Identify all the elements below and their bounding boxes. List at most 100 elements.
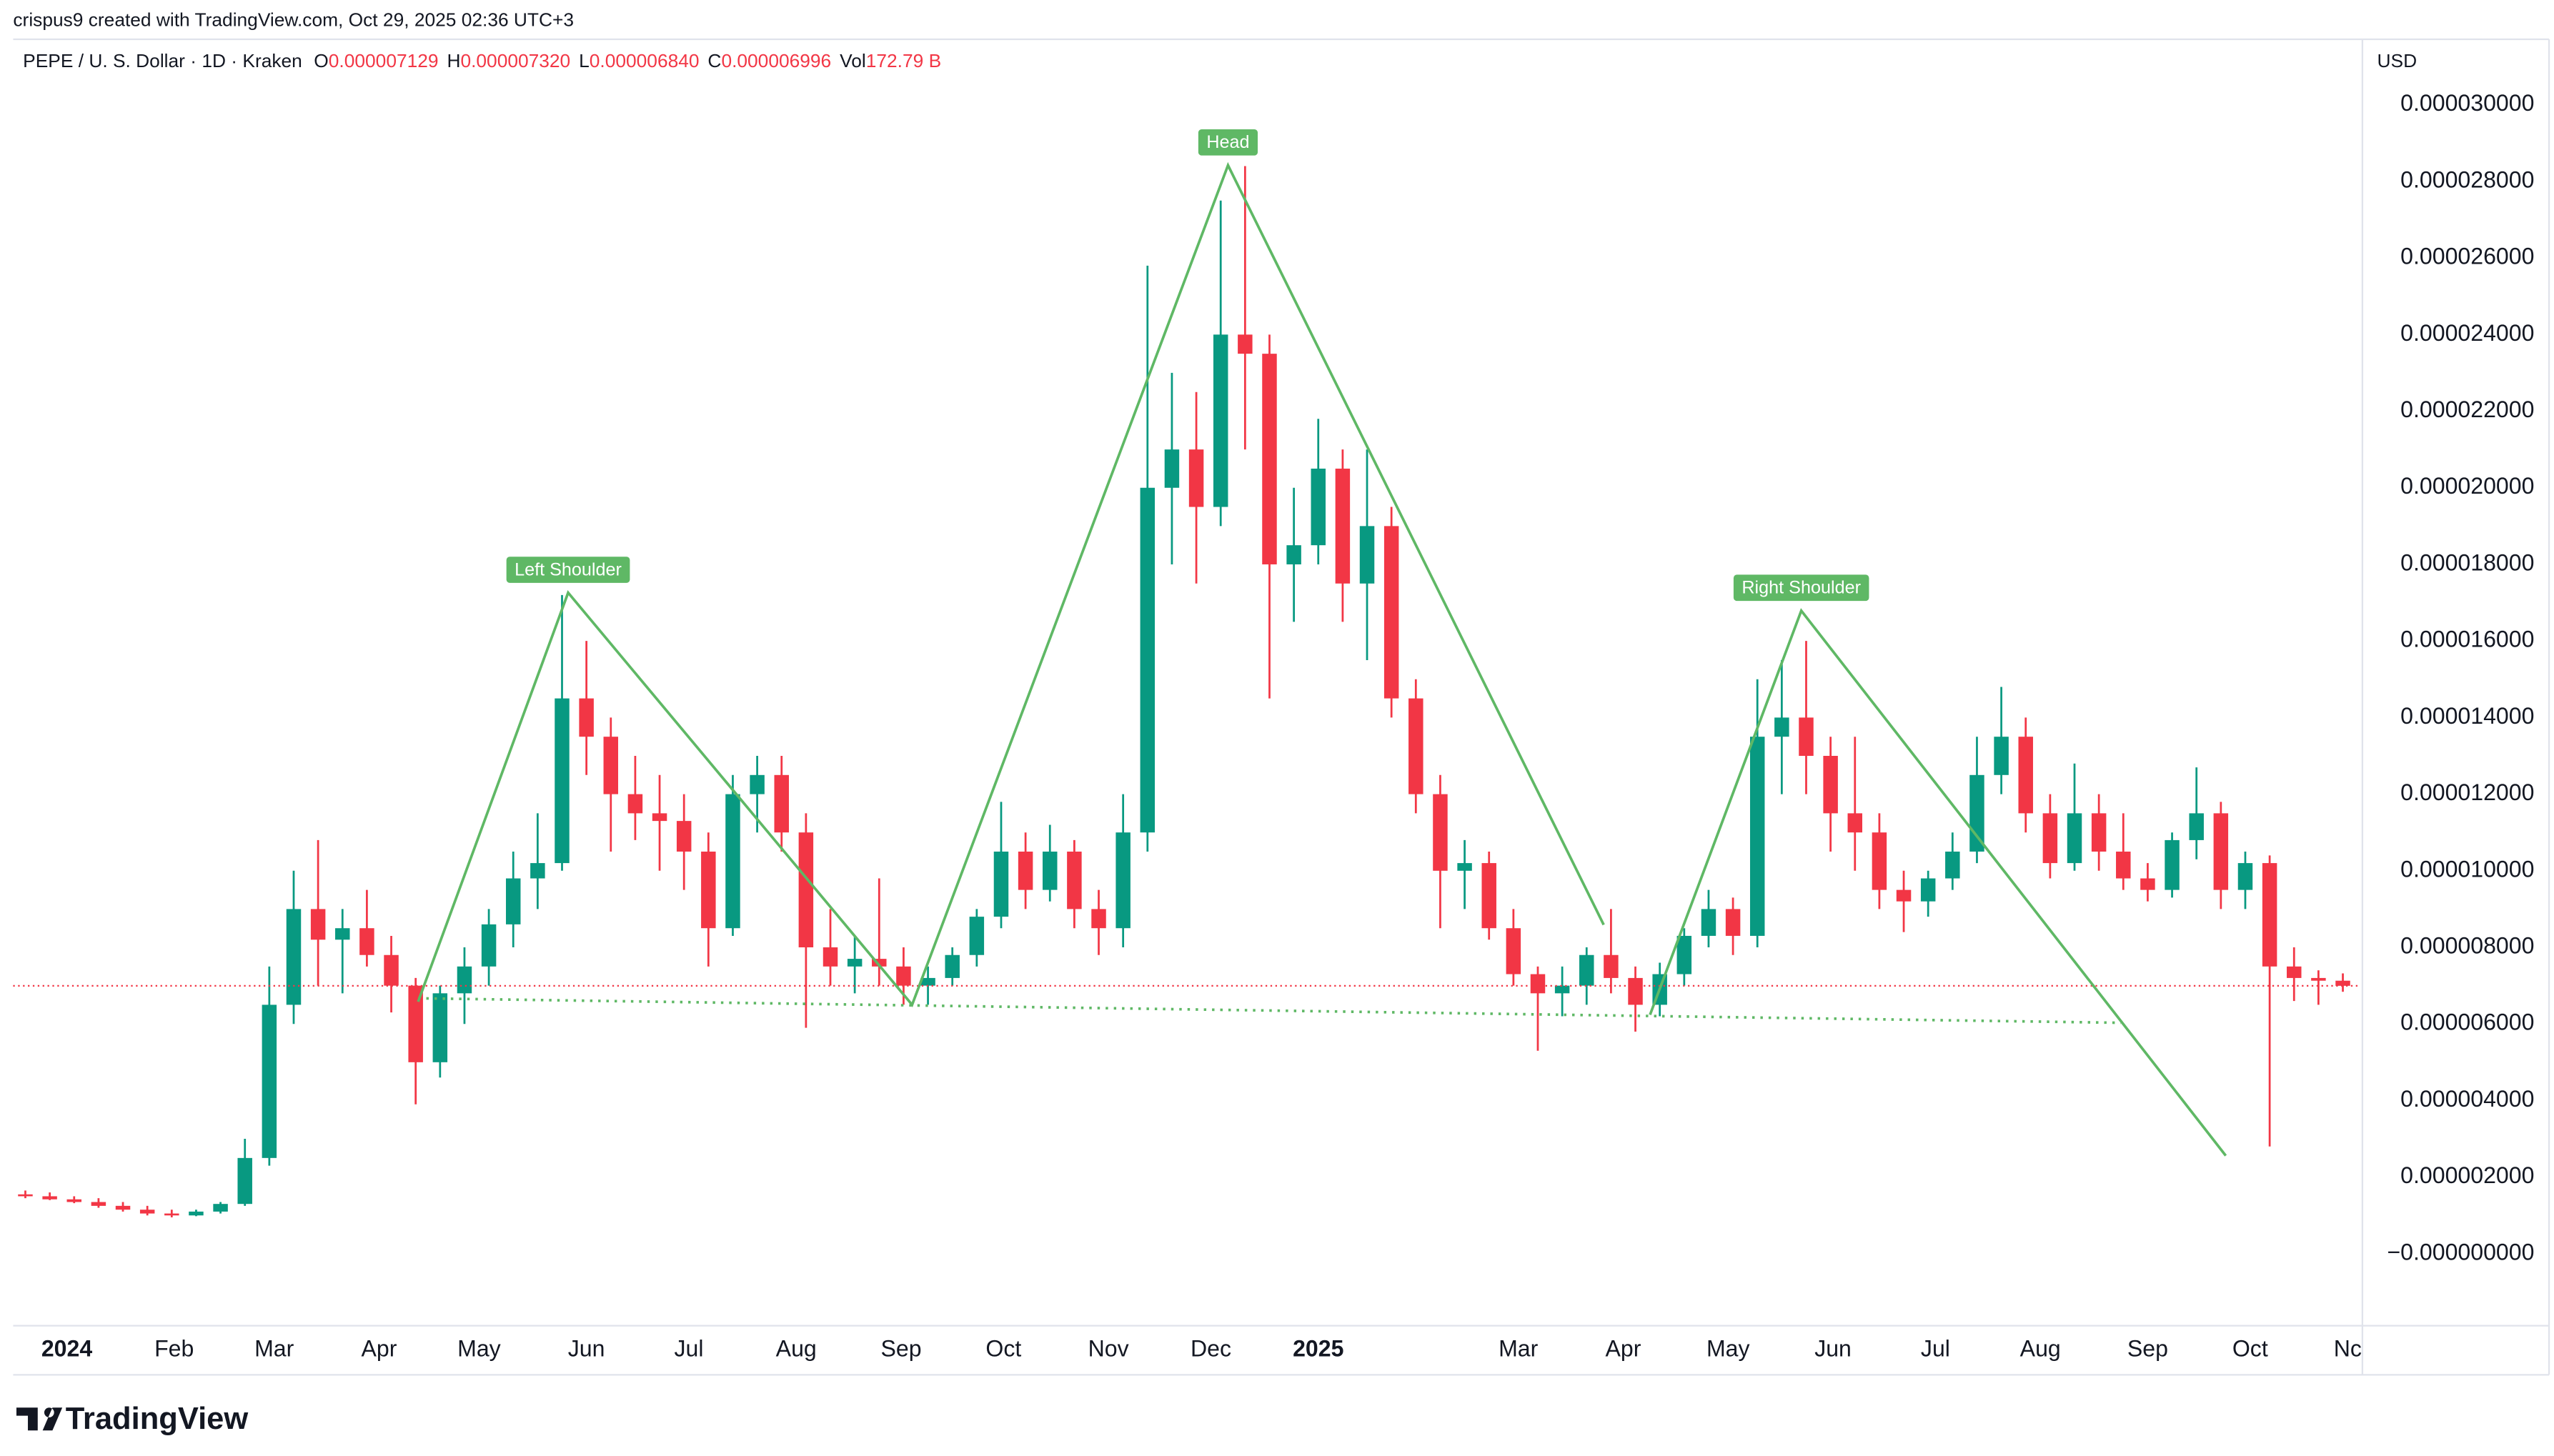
candle-body bbox=[1604, 954, 1619, 978]
x-tick-label: Apr bbox=[362, 1335, 397, 1361]
candle-body bbox=[2335, 980, 2350, 986]
high-value: 0.000007320 bbox=[460, 50, 570, 71]
candle-body bbox=[2237, 863, 2253, 890]
candle-body bbox=[2091, 813, 2107, 852]
candle-body bbox=[725, 794, 740, 929]
candle-body bbox=[1335, 468, 1351, 584]
candle-body bbox=[1872, 832, 1887, 890]
candle-body bbox=[652, 813, 667, 822]
pattern-label-text: Right Shoulder bbox=[1741, 578, 1861, 598]
candle-body bbox=[2311, 977, 2326, 981]
candle-body bbox=[896, 966, 911, 986]
y-tick-label: 0.000012000 bbox=[2400, 779, 2534, 805]
pattern-label-box bbox=[1733, 574, 1869, 602]
candle-body bbox=[1530, 974, 1546, 994]
candle-body bbox=[603, 737, 619, 794]
candle-body bbox=[1188, 449, 1204, 507]
open-value: 0.000007129 bbox=[329, 50, 439, 71]
candle-body bbox=[42, 1196, 57, 1200]
candle-body bbox=[1896, 889, 1912, 902]
y-tick-label: 0.000004000 bbox=[2400, 1086, 2534, 1112]
y-tick-label: 0.000002000 bbox=[2400, 1162, 2534, 1188]
x-tick-label: Jun bbox=[568, 1335, 605, 1361]
candle-body bbox=[164, 1213, 179, 1216]
candle-body bbox=[2165, 839, 2180, 890]
close-label: C bbox=[707, 50, 721, 71]
candle-body bbox=[2262, 863, 2277, 967]
candle-body bbox=[1067, 852, 1082, 909]
candle-body bbox=[1554, 985, 1570, 994]
candle-body bbox=[213, 1204, 228, 1212]
x-tick-label: Sep bbox=[880, 1335, 921, 1361]
candle-body bbox=[920, 977, 935, 986]
open-label: O bbox=[314, 50, 328, 71]
candle-body bbox=[481, 924, 497, 967]
candle-body bbox=[1457, 863, 1472, 871]
x-tick-label: May bbox=[1706, 1335, 1750, 1361]
candle-body bbox=[2067, 813, 2082, 864]
pattern-label-box bbox=[1198, 129, 1258, 156]
candle-body bbox=[1383, 526, 1399, 699]
candle-body bbox=[2213, 813, 2229, 890]
candle-body bbox=[1628, 977, 1643, 1005]
candle-body bbox=[1725, 909, 1741, 936]
x-tick-label: Jun bbox=[1814, 1335, 1852, 1361]
y-tick-label: 0.000018000 bbox=[2400, 549, 2534, 575]
candle-body bbox=[750, 774, 765, 794]
logo-icon bbox=[16, 1407, 63, 1431]
candle-body bbox=[1213, 334, 1228, 507]
y-tick-label: 0.000026000 bbox=[2400, 244, 2534, 269]
x-tick-label: Jul bbox=[675, 1335, 704, 1361]
candle-body bbox=[2042, 813, 2058, 864]
candle-body bbox=[91, 1202, 106, 1206]
candle-body bbox=[993, 852, 1009, 917]
candle-body bbox=[1164, 449, 1180, 488]
candle-body bbox=[2018, 737, 2033, 814]
x-tick-label: Feb bbox=[154, 1335, 194, 1361]
symbol: PEPE / U. S. Dollar · 1D · Kraken bbox=[23, 50, 302, 71]
x-tick-label: Oct bbox=[985, 1335, 1021, 1361]
pattern-line bbox=[1649, 608, 2227, 1157]
candle-body bbox=[530, 863, 545, 879]
candle-body bbox=[505, 878, 521, 924]
watermark: crispus9 created with TradingView.com, O… bbox=[13, 9, 574, 31]
x-tick-label: Mar bbox=[1499, 1335, 1539, 1361]
candle-body bbox=[1115, 832, 1131, 929]
y-tick-label: 0.000014000 bbox=[2400, 703, 2534, 729]
y-tick-label: −0.000000000 bbox=[2387, 1239, 2534, 1265]
close-value: 0.000006996 bbox=[721, 50, 831, 71]
candle-body bbox=[2116, 852, 2131, 879]
candle-body bbox=[969, 917, 985, 955]
candle-body bbox=[1286, 545, 1301, 564]
pattern-label: Left Shoulder bbox=[506, 557, 630, 583]
currency: USD bbox=[2377, 50, 2417, 71]
candle-body bbox=[774, 774, 789, 833]
candle-body bbox=[310, 909, 326, 940]
brand-name: TradingView bbox=[66, 1402, 249, 1436]
candle-body bbox=[2287, 966, 2302, 978]
candle-body bbox=[1774, 717, 1789, 737]
candle-body bbox=[335, 928, 350, 940]
pattern-label-text: Head bbox=[1206, 132, 1249, 152]
candle-body bbox=[432, 993, 448, 1062]
candle-body bbox=[2189, 813, 2204, 840]
pattern-line bbox=[417, 161, 1605, 1008]
candle-body bbox=[1043, 852, 1058, 890]
candle-body bbox=[1701, 909, 1716, 936]
x-tick-label: Aug bbox=[776, 1335, 817, 1361]
volume-label: Vol bbox=[840, 50, 866, 71]
candle-body bbox=[1433, 794, 1448, 871]
volume-value: 172.79 B bbox=[866, 50, 941, 71]
pattern-label: Head bbox=[1198, 129, 1258, 156]
candle-body bbox=[555, 698, 570, 864]
legend: PEPE / U. S. Dollar · 1D · Kraken O0.000… bbox=[23, 50, 941, 71]
y-tick-label: 0.000006000 bbox=[2400, 1009, 2534, 1035]
candle-body bbox=[359, 928, 374, 955]
candle-body bbox=[579, 698, 594, 737]
x-tick-label: Jul bbox=[1921, 1335, 1950, 1361]
candle-body bbox=[1408, 698, 1423, 794]
x-tick-label: Nov bbox=[1088, 1335, 1129, 1361]
x-tick-label: Dec bbox=[1191, 1335, 1231, 1361]
y-tick-label: 0.000020000 bbox=[2400, 473, 2534, 499]
candle-body bbox=[115, 1205, 131, 1210]
